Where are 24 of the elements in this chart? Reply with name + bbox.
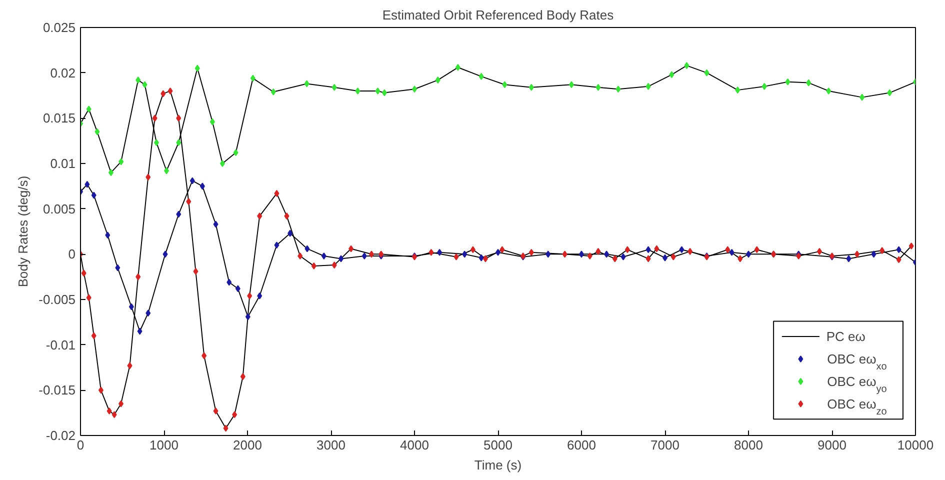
chart-title: Estimated Orbit Referenced Body Rates [382,8,614,22]
y-tick-label: 0.02 [50,65,76,80]
y-tick-label: -0.015 [38,382,76,398]
y-tick-label: 0.015 [42,110,76,126]
y-tick-label: 0.005 [42,201,76,216]
x-tick-label: 3000 [316,438,346,452]
y-tick-label: 0.01 [50,156,76,171]
x-tick-label: 8000 [734,438,763,452]
x-tick-label: 6000 [567,438,596,452]
x-tick-label: 2000 [233,438,262,452]
x-tick-label: 10000 [897,438,934,452]
y-tick-label: 0.025 [42,20,76,35]
x-axis-title: Time (s) [474,458,522,472]
y-axis-title: Body Rates (deg/s) [16,176,31,288]
x-tick-label: 5000 [484,438,512,452]
legend-label: PC eω [826,329,866,344]
y-tick-label: -0.01 [46,337,76,352]
y-tick-label: -0.02 [46,428,76,443]
x-tick-label: 7000 [650,438,680,452]
x-tick-label: 4000 [400,438,429,452]
y-tick-label: -0.005 [38,292,76,307]
y-tick-label: 0 [68,246,76,262]
x-tick-label: 9000 [818,438,846,452]
x-tick-label: 1000 [150,438,178,452]
